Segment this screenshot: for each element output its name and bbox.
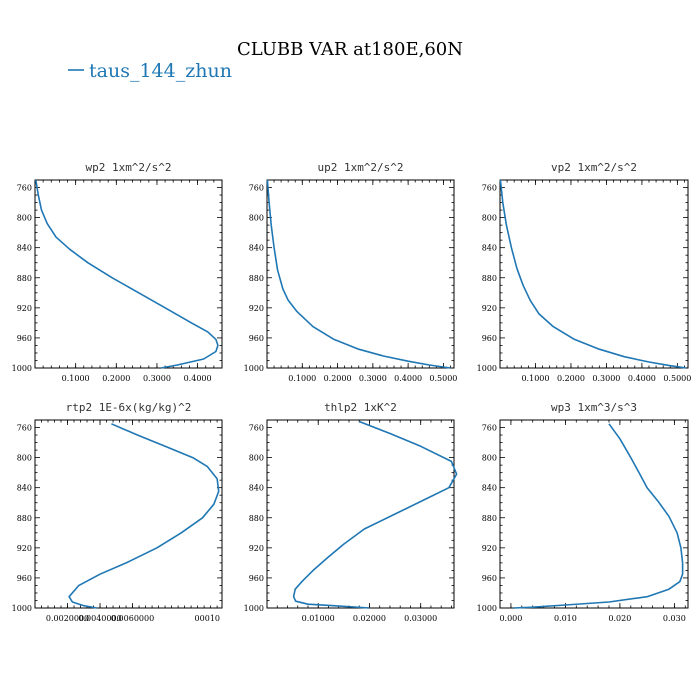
y-tick-label: 840 bbox=[17, 484, 32, 493]
y-tick-label: 840 bbox=[249, 484, 264, 493]
x-tick-label: 0.2000 bbox=[102, 374, 130, 383]
plot-frame bbox=[499, 419, 689, 609]
y-tick-label: 840 bbox=[482, 244, 497, 253]
x-tick-label: 0.020 bbox=[608, 614, 631, 623]
y-tick-label: 760 bbox=[482, 184, 497, 193]
x-tick-label: 0.0040000 bbox=[78, 614, 121, 623]
x-tick-label: 0.030 bbox=[663, 614, 686, 623]
y-tick-label: 960 bbox=[249, 574, 264, 583]
panel-2: up2 1xm^2/s^2 760 800 840 880 920 960 1000 0.100… bbox=[244, 161, 458, 383]
y-tick-label: 880 bbox=[17, 514, 32, 523]
x-tick-label: 0.3000 bbox=[359, 374, 387, 383]
series-line bbox=[68, 423, 220, 609]
panel-5: thlp2 1xK^2 760 800 840 880 920 960 1000 0.01000… bbox=[244, 401, 458, 623]
y-tick-label: 960 bbox=[482, 574, 497, 583]
plot-frame bbox=[499, 179, 689, 369]
panel-4: rtp2 1E-6x(kg/kg)^2 760 800 840 880 920 960 100… bbox=[12, 401, 223, 623]
panel-title: wp2 1xm^2/s^2 bbox=[85, 161, 171, 174]
plot-frame bbox=[266, 179, 455, 369]
y-tick-label: 1000 bbox=[12, 604, 32, 613]
x-tick-label: 0.4000 bbox=[394, 374, 422, 383]
panel-title: vp2 1xm^2/s^2 bbox=[551, 161, 637, 174]
panel-title: wp3 1xm^3/s^3 bbox=[551, 401, 637, 414]
y-tick-label: 800 bbox=[249, 454, 264, 463]
panels: wp2 1xm^2/s^2 760 800 840 880 920 960 1000 0.100… bbox=[12, 161, 692, 623]
x-tick-label: 0.1000 bbox=[62, 374, 90, 383]
x-tick-label: 0.0060000 bbox=[111, 614, 154, 623]
x-tick-label: 0.1000 bbox=[521, 374, 549, 383]
x-tick-label: 0.3000 bbox=[592, 374, 620, 383]
x-tick-label: 0.1000 bbox=[288, 374, 316, 383]
x-tick-label: 0.3000 bbox=[143, 374, 171, 383]
panel-title: up2 1xm^2/s^2 bbox=[317, 161, 403, 174]
plot-frame bbox=[34, 419, 223, 609]
y-tick-label: 880 bbox=[249, 514, 264, 523]
y-tick-label: 880 bbox=[482, 514, 497, 523]
panel-1: wp2 1xm^2/s^2 760 800 840 880 920 960 1000 0.100… bbox=[12, 161, 223, 383]
y-tick-label: 960 bbox=[17, 574, 32, 583]
x-tick-label: 0.000 bbox=[499, 614, 522, 623]
x-tick-label: 0.5000 bbox=[663, 374, 691, 383]
y-tick-label: 840 bbox=[482, 484, 497, 493]
x-tick-label: 0.2000 bbox=[324, 374, 352, 383]
plot-frame bbox=[34, 179, 223, 369]
panel-title: thlp2 1xK^2 bbox=[324, 401, 397, 414]
x-tick-label: 0.0020000 bbox=[46, 614, 89, 623]
y-tick-label: 760 bbox=[17, 184, 32, 193]
series-line bbox=[513, 423, 684, 609]
x-tick-label: 0.02000 bbox=[353, 614, 386, 623]
y-tick-label: 800 bbox=[17, 454, 32, 463]
y-tick-label: 880 bbox=[17, 274, 32, 283]
y-tick-label: 840 bbox=[249, 244, 264, 253]
y-tick-label: 760 bbox=[482, 424, 497, 433]
x-tick-label: 0.03000 bbox=[404, 614, 437, 623]
y-tick-label: 1000 bbox=[477, 604, 497, 613]
series-line bbox=[292, 420, 458, 609]
y-tick-label: 800 bbox=[482, 454, 497, 463]
y-tick-label: 760 bbox=[17, 424, 32, 433]
x-tick-label: 0.01000 bbox=[302, 614, 335, 623]
y-tick-label: 960 bbox=[17, 334, 32, 343]
y-tick-label: 880 bbox=[249, 274, 264, 283]
series-line bbox=[266, 179, 451, 369]
y-tick-label: 1000 bbox=[477, 364, 497, 373]
y-tick-label: 800 bbox=[17, 214, 32, 223]
series-line bbox=[35, 179, 219, 369]
x-tick-label: 0.2000 bbox=[557, 374, 585, 383]
panel-title: rtp2 1E-6x(kg/kg)^2 bbox=[66, 401, 192, 414]
panel-6: wp3 1xm^3/s^3 760 800 840 880 920 960 10000.000… bbox=[477, 401, 689, 623]
y-tick-label: 960 bbox=[249, 334, 264, 343]
y-tick-label: 920 bbox=[482, 544, 497, 553]
y-tick-label: 1000 bbox=[12, 364, 32, 373]
x-tick-label: 0.010 bbox=[554, 614, 577, 623]
y-tick-label: 920 bbox=[17, 544, 32, 553]
x-tick-label: 0.5000 bbox=[429, 374, 457, 383]
y-tick-label: 1000 bbox=[244, 604, 264, 613]
y-tick-label: 920 bbox=[482, 304, 497, 313]
legend-label: taus_144_zhun bbox=[89, 60, 232, 82]
panel-3: vp2 1xm^2/s^2 760 800 840 880 920 960 1000 0.100… bbox=[477, 161, 692, 383]
y-tick-label: 920 bbox=[249, 304, 264, 313]
y-tick-label: 920 bbox=[17, 304, 32, 313]
figure-title: CLUBB VAR at180E,60N bbox=[237, 39, 463, 60]
y-tick-label: 840 bbox=[17, 244, 32, 253]
y-tick-label: 920 bbox=[249, 544, 264, 553]
x-tick-label-suffix: 00010 bbox=[195, 614, 220, 623]
y-tick-label: 760 bbox=[249, 184, 264, 193]
y-tick-label: 880 bbox=[482, 274, 497, 283]
x-tick-label: 0.4000 bbox=[628, 374, 656, 383]
y-tick-label: 760 bbox=[249, 424, 264, 433]
series-line bbox=[499, 179, 687, 369]
y-tick-label: 1000 bbox=[244, 364, 264, 373]
y-tick-label: 960 bbox=[482, 334, 497, 343]
y-tick-label: 800 bbox=[482, 214, 497, 223]
x-tick-label: 0.4000 bbox=[184, 374, 212, 383]
y-tick-label: 800 bbox=[249, 214, 264, 223]
